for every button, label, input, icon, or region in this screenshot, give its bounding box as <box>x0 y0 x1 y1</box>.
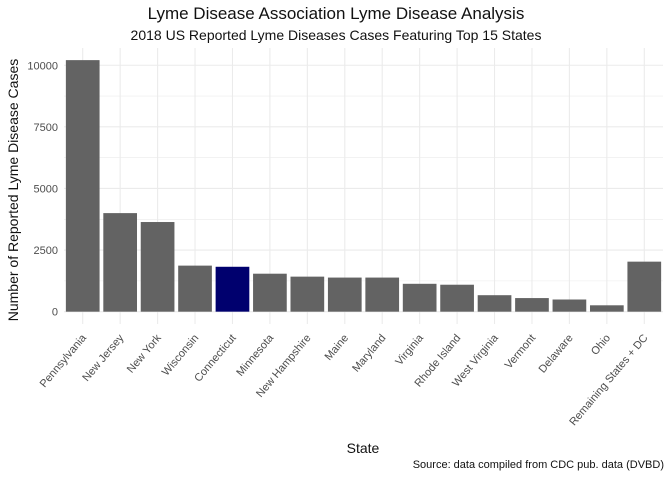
bar-west-virginia <box>477 295 512 312</box>
x-axis-title: State <box>347 440 380 456</box>
x-tick-label: Remaining States + DC <box>567 332 650 428</box>
bar-virginia <box>402 283 437 312</box>
bar-pennsylvania <box>65 60 100 312</box>
x-tick-label: Pennsylvania <box>38 332 90 391</box>
bar-new-york <box>140 222 175 312</box>
y-tick-label: 0 <box>52 307 58 319</box>
chart-title: Lyme Disease Association Lyme Disease An… <box>147 4 525 23</box>
x-tick-label: Maryland <box>350 332 388 374</box>
bar-minnesota <box>253 273 287 312</box>
bar-wisconsin <box>178 265 212 312</box>
y-axis-title: Number of Reported Lyme Disease Cases <box>5 59 21 322</box>
bar-connecticut <box>215 266 250 312</box>
y-tick-label: 7500 <box>34 122 58 134</box>
x-tick-label: New York <box>125 332 164 376</box>
chart-caption: Source: data compiled from CDC pub. data… <box>412 459 664 471</box>
x-tick-label: Delaware <box>537 332 576 375</box>
bar-rhode-island <box>440 284 474 312</box>
bar-vermont <box>515 298 549 312</box>
y-tick-label: 2500 <box>34 245 58 257</box>
x-tick-label: Virginia <box>393 332 426 368</box>
x-tick-label: Wisconsin <box>160 332 201 378</box>
bar-maine <box>327 277 362 312</box>
bar-remaining-states-dc <box>627 261 662 312</box>
bars <box>65 60 662 312</box>
y-tick-labels: 0 2500 5000 7500 10000 <box>27 60 58 318</box>
y-tick-label: 5000 <box>34 183 58 195</box>
x-tick-label: Ohio <box>589 332 613 358</box>
bar-maryland <box>365 277 400 312</box>
x-tick-label: Maine <box>323 332 351 363</box>
bar-new-hampshire <box>290 276 325 312</box>
bar-delaware <box>552 299 587 312</box>
chart-subtitle: 2018 US Reported Lyme Diseases Cases Fea… <box>130 27 542 43</box>
bar-new-jersey <box>103 213 138 312</box>
x-tick-label: Vermont <box>503 332 539 371</box>
y-tick-label: 10000 <box>27 60 58 72</box>
bar-ohio <box>589 305 624 312</box>
